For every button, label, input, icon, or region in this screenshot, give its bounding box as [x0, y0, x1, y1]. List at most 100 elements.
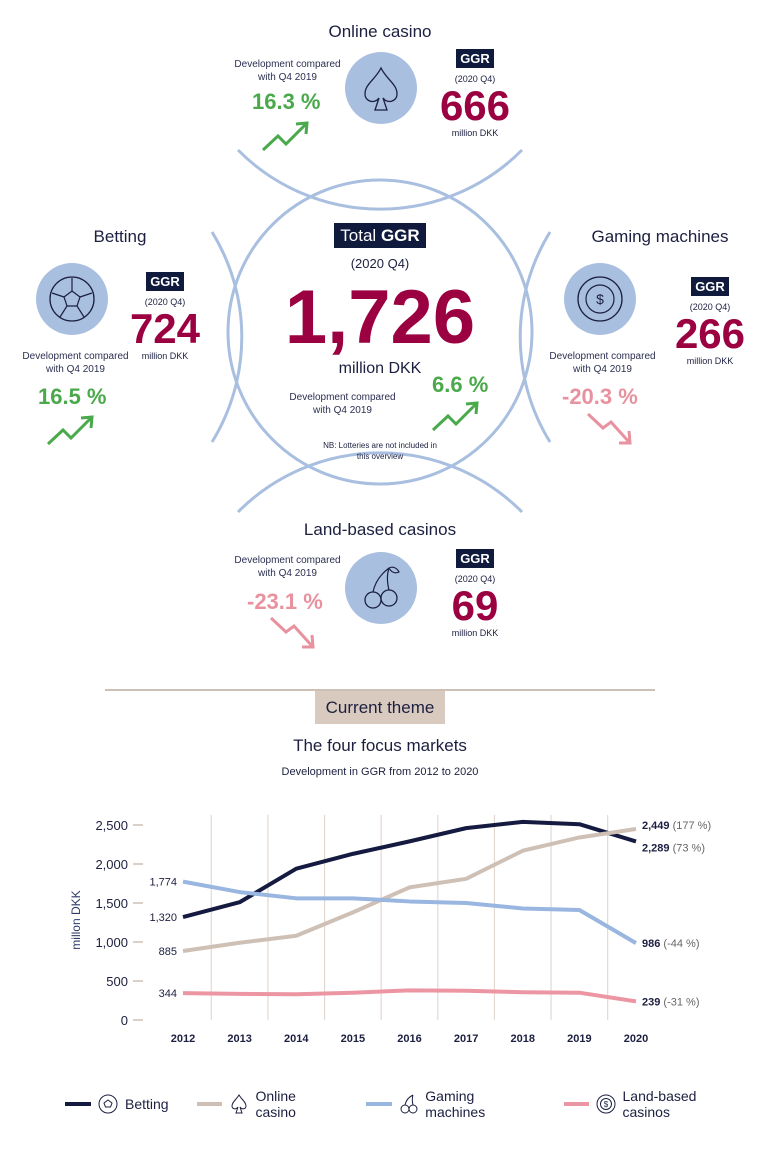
land-dev-label: Development compared with Q4 2019	[234, 555, 341, 579]
ggr-badge: GGR	[146, 272, 184, 291]
land-unit: million DKK	[451, 628, 499, 638]
total-ggr-panel: Total GGR (2020 Q4)	[280, 223, 480, 271]
gaming-title: Gaming machines	[591, 227, 729, 246]
spade-icon	[231, 1094, 247, 1114]
legend-item: Gaming machines	[366, 1088, 535, 1120]
gaming-dev-value: -20.3 %	[562, 384, 638, 409]
chip-icon: $	[596, 1094, 616, 1114]
cherry-icon	[400, 1094, 418, 1114]
land-period: (2020 Q4)	[454, 574, 496, 584]
legend-label: Gaming machines	[425, 1088, 486, 1120]
series-line-land-based-casinos	[182, 988, 637, 1004]
y-tick-label: 500	[106, 974, 128, 989]
trend-down-icon	[586, 412, 632, 445]
y-tick-label: 1,000	[95, 935, 128, 950]
total-ggr-badge: Total GGR	[334, 223, 426, 248]
trend-up-icon	[46, 415, 94, 446]
legend-item: Online casino	[196, 1088, 339, 1120]
series-line-online-casino	[182, 827, 637, 953]
y-tick-label: 1,500	[95, 896, 128, 911]
series-line-betting	[182, 819, 637, 919]
legend-label: Land-based casinos	[622, 1088, 697, 1120]
total-period: (2020 Q4)	[350, 256, 410, 271]
chart-legend: Betting Online casino Gaming machines $ Land…	[65, 1088, 745, 1120]
x-tick-label: 2012	[171, 1033, 195, 1045]
ggr-badge: GGR	[691, 277, 729, 296]
spade-icon	[345, 52, 417, 124]
x-tick-label: 2015	[341, 1033, 365, 1045]
football-icon	[98, 1094, 118, 1114]
chip-icon: $	[564, 263, 636, 335]
badge-light: Total	[340, 226, 377, 245]
x-tick-label: 2020	[624, 1033, 648, 1045]
ggr-badge: GGR	[456, 549, 494, 568]
betting-dev-label: Development compared with Q4 2019	[22, 351, 129, 375]
legend-item: $ Land-based casinos	[563, 1088, 745, 1120]
legend-item: Betting	[65, 1093, 169, 1115]
online-period: (2020 Q4)	[454, 74, 496, 84]
svg-text:$: $	[604, 1100, 609, 1109]
total-unit: million DKK	[338, 360, 422, 377]
gaming-unit: million DKK	[686, 356, 734, 366]
gaming-ggr-panel: GGR (2020 Q4) 266 million DKK	[665, 277, 755, 366]
note: NB: Lotteries are not included in this o…	[323, 441, 437, 461]
cherry-icon	[345, 552, 417, 624]
start-label: 885	[159, 946, 177, 958]
land-value: 69	[451, 582, 499, 629]
online-title: Online casino	[328, 22, 432, 41]
betting-title: Betting	[93, 227, 147, 246]
online-ggr-panel: GGR (2020 Q4) 666 million DKK	[430, 49, 520, 138]
x-tick-label: 2019	[567, 1033, 591, 1045]
land-title: Land-based casinos	[303, 520, 457, 539]
legend-label: Betting	[125, 1096, 169, 1112]
current-theme-label: Current theme	[315, 691, 445, 724]
legend-label: Online casino	[255, 1088, 296, 1120]
legend-swatch	[563, 1102, 589, 1106]
end-label: 239 (-31 %)	[642, 996, 699, 1008]
betting-dev-value: 16.5 %	[38, 384, 107, 409]
trend-down-icon	[269, 616, 315, 649]
chart-title: The four focus markets	[293, 736, 467, 755]
x-tick-label: 2016	[397, 1033, 421, 1045]
land-dev-value: -23.1 %	[247, 589, 323, 614]
trend-up-icon	[431, 401, 479, 432]
gaming-value: 266	[674, 310, 746, 357]
total-dev-label: Development compared with Q4 2019	[289, 392, 396, 416]
betting-period: (2020 Q4)	[144, 297, 186, 307]
start-label: 1,320	[149, 912, 177, 924]
chart-subtitle: Development in GGR from 2012 to 2020	[281, 766, 479, 778]
y-tick-label: 0	[121, 1013, 128, 1028]
x-tick-label: 2013	[227, 1033, 251, 1045]
betting-unit: million DKK	[141, 351, 189, 361]
online-unit: million DKK	[451, 128, 499, 138]
circle-decoration	[210, 148, 552, 514]
betting-value: 724	[129, 305, 201, 352]
trend-up-icon	[261, 121, 309, 152]
online-dev-value: 16.3 %	[252, 89, 321, 114]
line-chart: 0 500 1,000 1,500 2,000 2,500 2012 2013 2014 2015…	[69, 815, 711, 1045]
x-tick-label: 2017	[454, 1033, 478, 1045]
legend-swatch	[366, 1102, 392, 1106]
y-tick-label: 2,000	[95, 857, 128, 872]
legend-swatch	[65, 1102, 91, 1106]
football-icon	[36, 263, 108, 335]
land-ggr-panel: GGR (2020 Q4) 69 million DKK	[430, 549, 520, 638]
end-label: 2,449 (177 %)	[642, 820, 711, 832]
online-value: 666	[439, 82, 511, 129]
legend-swatch	[196, 1102, 222, 1106]
total-dev-value: 6.6 %	[432, 372, 489, 397]
gaming-dev-label: Development compared with Q4 2019	[549, 351, 656, 375]
series-line-gaming-machines	[182, 879, 638, 945]
end-label: 2,289 (73 %)	[642, 842, 705, 854]
start-label: 1,774	[149, 877, 177, 889]
betting-ggr-panel: GGR (2020 Q4) 724 million DKK	[120, 272, 210, 361]
badge-bold: GGR	[380, 226, 420, 245]
end-label: 986 (-44 %)	[642, 938, 699, 950]
x-tick-label: 2014	[284, 1033, 309, 1045]
divider	[105, 689, 655, 691]
svg-text:$: $	[596, 291, 604, 307]
start-label: 344	[159, 988, 177, 1000]
ggr-badge: GGR	[456, 49, 494, 68]
y-axis-label: millon DKK	[69, 890, 83, 949]
